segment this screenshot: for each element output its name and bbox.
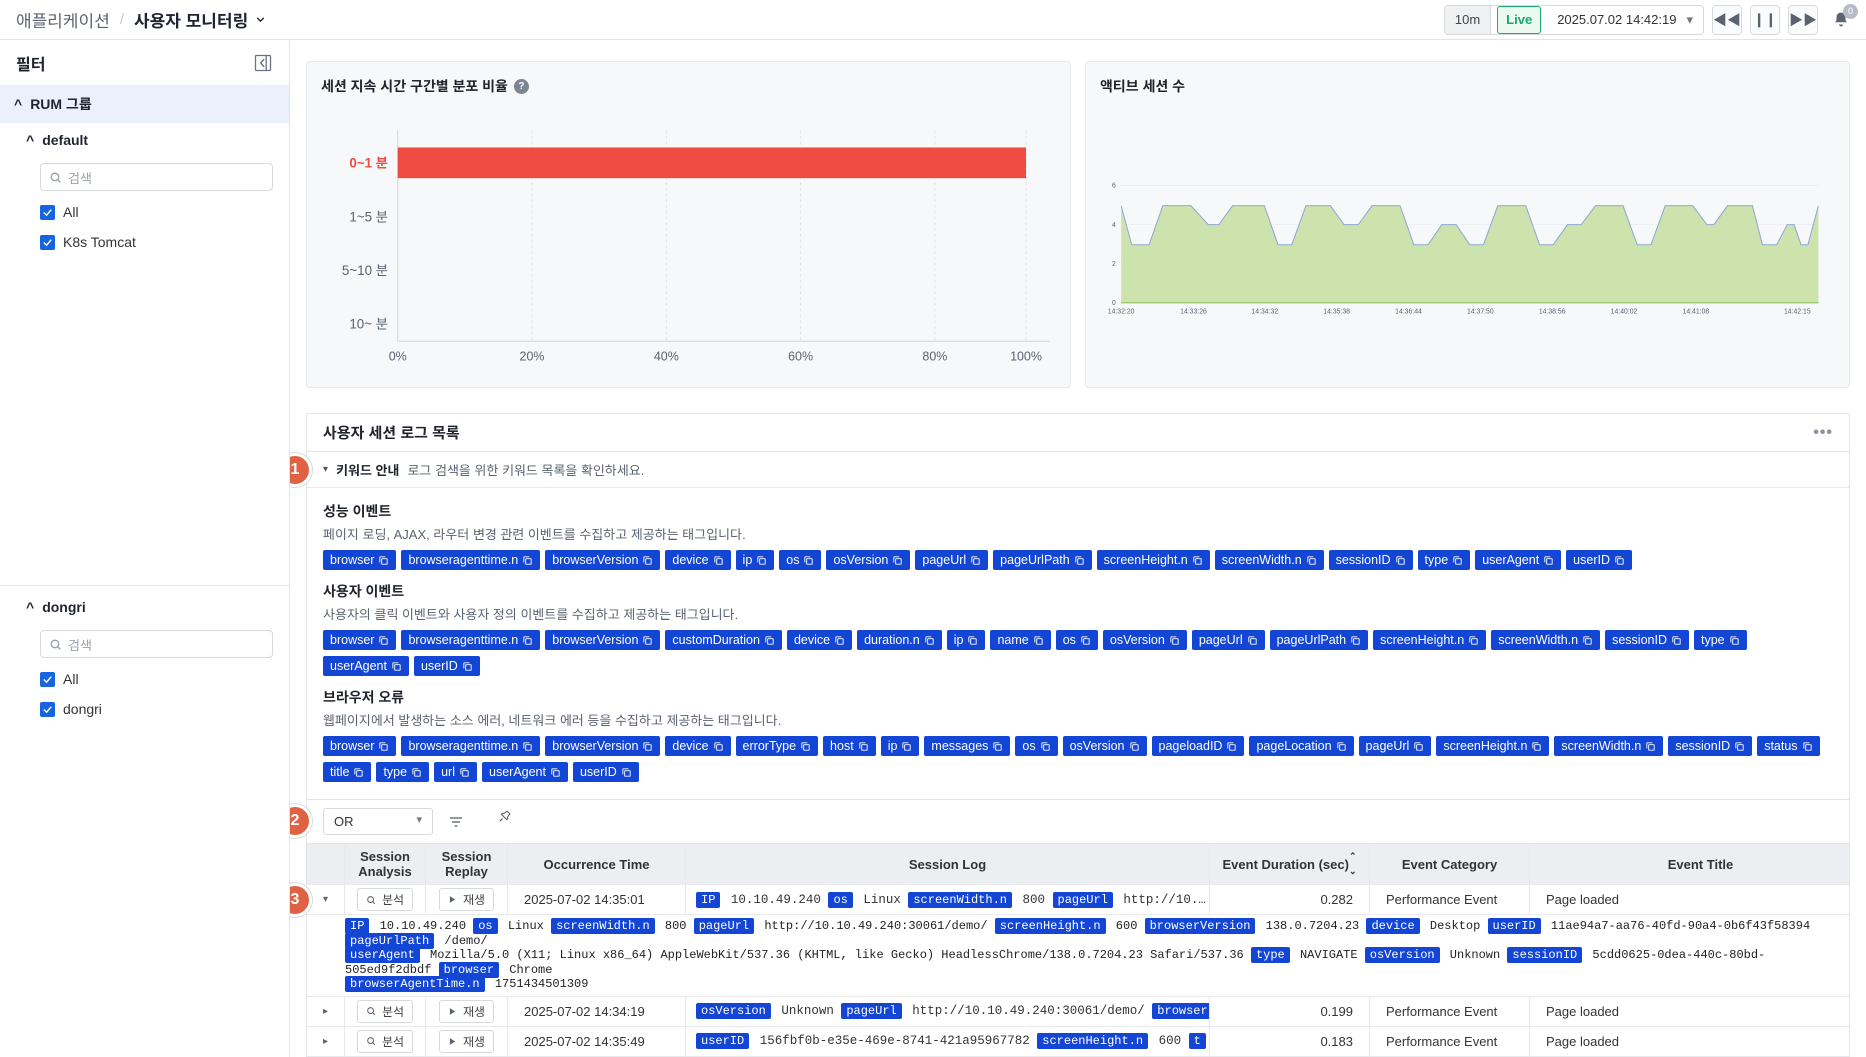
svg-text:5~10 분: 5~10 분	[342, 263, 388, 278]
svg-text:14:40:02: 14:40:02	[1611, 308, 1638, 315]
svg-text:60%: 60%	[788, 349, 813, 363]
svg-text:14:32:20: 14:32:20	[1108, 308, 1135, 315]
svg-text:6: 6	[1112, 183, 1116, 190]
svg-text:40%: 40%	[654, 349, 679, 363]
svg-text:14:34:32: 14:34:32	[1251, 308, 1278, 315]
svg-text:0: 0	[1112, 300, 1116, 307]
svg-text:20%: 20%	[520, 349, 545, 363]
svg-text:80%: 80%	[922, 349, 947, 363]
svg-text:10~ 분: 10~ 분	[349, 317, 388, 332]
svg-text:14:41:08: 14:41:08	[1683, 308, 1710, 315]
svg-text:0~1 분: 0~1 분	[349, 156, 388, 171]
svg-text:14:35:38: 14:35:38	[1323, 308, 1350, 315]
svg-text:100%: 100%	[1010, 349, 1042, 363]
svg-text:14:37:50: 14:37:50	[1467, 308, 1494, 315]
svg-text:14:33:26: 14:33:26	[1180, 308, 1207, 315]
svg-text:14:36:44: 14:36:44	[1395, 308, 1422, 315]
svg-text:14:42:15: 14:42:15	[1784, 308, 1811, 315]
svg-text:14:38:56: 14:38:56	[1539, 308, 1566, 315]
svg-text:1~5 분: 1~5 분	[349, 209, 388, 224]
svg-text:4: 4	[1112, 222, 1116, 229]
svg-text:2: 2	[1112, 261, 1116, 268]
svg-text:0%: 0%	[389, 349, 407, 363]
